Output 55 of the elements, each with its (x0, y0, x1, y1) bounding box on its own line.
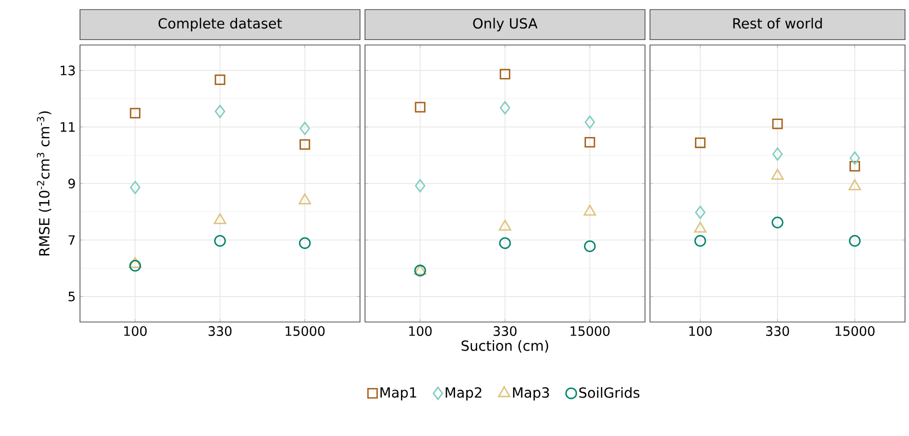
point (584, 115, 596, 129)
legend-label: Map1 (380, 387, 416, 400)
x-tick-label: 100 (124, 326, 147, 336)
point (129, 260, 142, 272)
point (584, 240, 596, 252)
point (298, 237, 311, 250)
x-tick-label: 15000 (286, 326, 325, 336)
chart-title: Rest of world (733, 18, 822, 29)
legend-label: SoilGrids (579, 387, 640, 398)
x-axis-title: Suction (cm) (462, 340, 548, 353)
point (499, 237, 511, 250)
point (214, 235, 226, 247)
point (414, 102, 426, 112)
y-tick-label: 9 (68, 178, 75, 188)
point (772, 216, 784, 228)
point (214, 104, 226, 118)
point (300, 139, 310, 150)
legend-label: Map3 (513, 387, 549, 401)
point (694, 235, 706, 247)
point (414, 179, 426, 192)
point (500, 101, 510, 114)
point (850, 151, 860, 165)
point (584, 204, 596, 216)
y-tick-label: 5 (68, 292, 75, 302)
y-tick-label: 11 (60, 122, 75, 132)
chart-title: Complete dataset (158, 18, 282, 32)
y-tick-label: 7 (68, 235, 75, 245)
point (694, 222, 706, 233)
point (694, 138, 706, 148)
x-tick-label: 100 (689, 326, 712, 336)
x-tick-label: 330 (766, 326, 789, 336)
x-tick-label: 15000 (836, 326, 875, 336)
legend-label: Map2 (446, 387, 482, 401)
x-tick-label: 330 (208, 326, 232, 336)
x-tick-label: 330 (494, 326, 516, 336)
point (130, 108, 140, 118)
point (850, 160, 860, 172)
point (130, 180, 140, 194)
x-tick-label: 15000 (570, 326, 610, 336)
x-tick-label: 100 (409, 326, 432, 336)
point (500, 68, 510, 80)
point (584, 136, 596, 148)
point (848, 235, 861, 247)
point (772, 118, 783, 130)
point (214, 74, 226, 86)
y-tick-label: 13 (60, 66, 75, 76)
y-axis-title: RMSE (10$^{-2}$cm$^{3}$ cm$^{-3}$) (36, 111, 52, 256)
point (695, 206, 706, 220)
point (848, 179, 862, 190)
point (498, 220, 512, 231)
point (771, 168, 784, 180)
point (772, 147, 783, 161)
point (214, 213, 226, 224)
point (300, 122, 310, 136)
chart-title: Only USA (473, 18, 538, 32)
